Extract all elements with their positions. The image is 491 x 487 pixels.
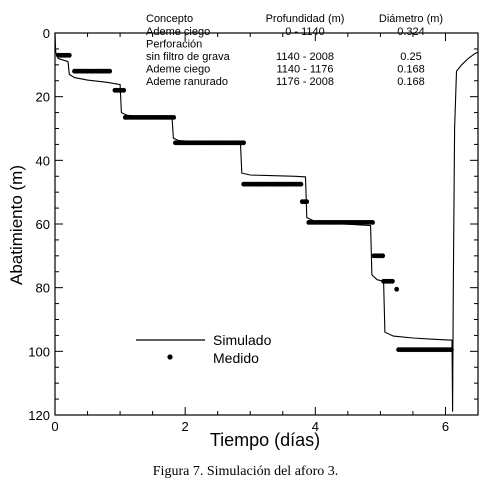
x-axis-ticks xyxy=(54,33,479,415)
table-header: Profundidad (m) xyxy=(266,13,345,25)
medido-point xyxy=(449,347,454,353)
x-tick-label: 0 xyxy=(51,419,58,434)
table-cell: 0.324 xyxy=(397,26,425,38)
table-cell: 0.168 xyxy=(397,76,425,88)
y-axis-ticks xyxy=(55,32,478,416)
medido-point xyxy=(370,220,375,225)
y-tick-label: 40 xyxy=(36,153,50,168)
legend-medido-label: Medido xyxy=(213,350,259,366)
table-cell: 1140 - 1176 xyxy=(276,64,333,76)
y-tick-label: 20 xyxy=(36,90,50,105)
medido-point xyxy=(298,181,304,187)
y-tick-label: 0 xyxy=(43,26,50,41)
table-cell: Perforación xyxy=(146,39,202,51)
medido-point xyxy=(394,286,400,292)
medido-point xyxy=(107,68,113,74)
legend: Simulado Medido xyxy=(136,332,272,366)
x-tick-labels: 0 2 4 6 xyxy=(51,419,449,434)
y-tick-label: 100 xyxy=(28,344,50,359)
y-tick-label: 120 xyxy=(28,408,50,423)
legend-marker-swatch xyxy=(167,354,173,360)
x-tick-label: 2 xyxy=(182,419,189,434)
table-cell: 0 - 1140 xyxy=(285,26,325,38)
x-axis-label: Tiempo (días) xyxy=(210,430,320,450)
medido-point xyxy=(304,199,310,205)
drawdown-chart: 0 2 4 6 0 20 40 60 80 100 120 Tiempo (días) Abati… xyxy=(7,13,479,450)
table-header: Concepto xyxy=(146,13,193,25)
info-table: Concepto Profundidad (m) Diámetro (m) Ademe… xyxy=(146,13,443,88)
table-cell: Ademe ciego xyxy=(146,26,210,38)
y-tick-label: 60 xyxy=(36,217,50,232)
table-cell: 0.168 xyxy=(397,64,425,76)
y-axis-label: Abatimiento (m) xyxy=(7,165,26,285)
table-cell: 0.25 xyxy=(400,51,421,63)
table-cell: Ademe ranurado xyxy=(146,76,228,88)
medido-point xyxy=(121,87,127,93)
medido-point xyxy=(66,52,72,58)
legend-simulado-label: Simulado xyxy=(213,332,272,348)
medido-markers xyxy=(55,52,454,353)
y-tick-label: 80 xyxy=(36,281,50,296)
table-cell: 1140 - 2008 xyxy=(276,51,334,63)
y-tick-labels: 0 20 40 60 80 100 120 xyxy=(28,26,50,423)
x-tick-label: 4 xyxy=(312,419,319,434)
table-cell: sin filtro de grava xyxy=(146,51,231,63)
medido-point xyxy=(380,253,386,259)
table-header: Diámetro (m) xyxy=(379,13,443,25)
x-tick-label: 6 xyxy=(442,419,449,434)
table-cell: 1176 - 2008 xyxy=(276,76,334,88)
figure-caption: Figura 7. Simulación del aforo 3. xyxy=(152,464,339,479)
medido-point xyxy=(171,115,177,120)
data-layer xyxy=(54,32,479,412)
medido-point xyxy=(241,140,247,146)
table-cell: Ademe ciego xyxy=(146,64,210,76)
simulado-line xyxy=(54,32,479,412)
medido-point xyxy=(390,278,395,284)
